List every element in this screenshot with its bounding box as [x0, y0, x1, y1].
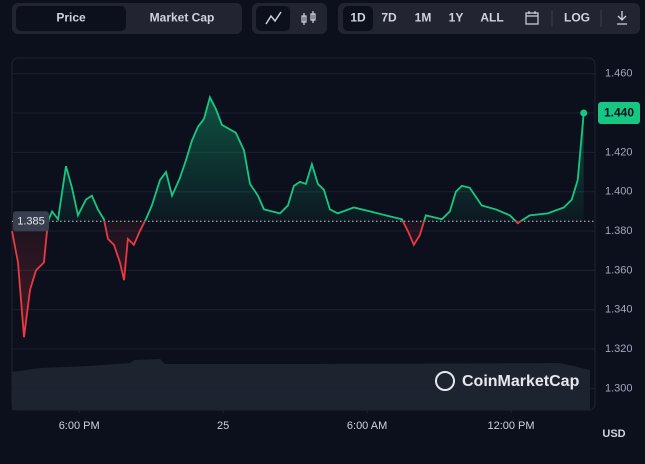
range-button[interactable]: 1M: [415, 11, 432, 25]
watermark-logo: [435, 371, 455, 391]
tab[interactable]: Price: [56, 11, 86, 25]
x-tick-label: 6:00 AM: [347, 420, 387, 432]
y-tick-label: 1.320: [605, 343, 633, 355]
range-button[interactable]: 1Y: [449, 11, 464, 25]
download-icon[interactable]: [617, 11, 627, 25]
currency: USD: [602, 428, 625, 440]
range-button[interactable]: 1D: [350, 11, 366, 25]
ranges: 1D 7D 1M 1Y ALL: [350, 11, 503, 25]
y-tick-label: 1.360: [605, 264, 633, 276]
y-tick-label: 1.460: [605, 68, 633, 80]
reference-label: 1.385: [17, 216, 45, 228]
range-active[interactable]: [343, 6, 373, 31]
range-button[interactable]: ALL: [480, 11, 503, 25]
tab-active[interactable]: [16, 6, 126, 31]
last-value-box: [598, 102, 640, 125]
x-tick-label: 6:00 PM: [59, 420, 100, 432]
calendar-icon[interactable]: [525, 11, 539, 25]
x-tick-label: 25: [217, 420, 229, 432]
y-tick-label: 1.400: [605, 186, 633, 198]
candle-icon[interactable]: [301, 11, 316, 25]
y-tick-label: 1.340: [605, 304, 633, 316]
watermark: CoinMarketCap: [462, 373, 580, 390]
tab[interactable]: Market Cap: [150, 11, 215, 25]
plot-frame: [11, 57, 596, 411]
price-area: [12, 97, 584, 338]
y-tick-label: 1.420: [605, 146, 633, 158]
y-tick-label: 1.300: [605, 382, 633, 394]
last-point: [580, 109, 588, 117]
range-group: [338, 3, 640, 34]
reference-label-box: [13, 211, 49, 232]
line-icon-glyph: [265, 11, 282, 25]
range-button[interactable]: 7D: [381, 11, 397, 25]
log-button[interactable]: LOG: [564, 11, 590, 25]
last-value-label: 1.440: [604, 106, 634, 120]
price-line: [11, 94, 585, 338]
y-tick-label: 1.380: [605, 225, 633, 237]
x-tick-label: 12:00 PM: [487, 420, 534, 432]
plot: 1.300 1.320 1.340 1.360 1.380 1.400 1.420 1.440…: [11, 68, 640, 432]
